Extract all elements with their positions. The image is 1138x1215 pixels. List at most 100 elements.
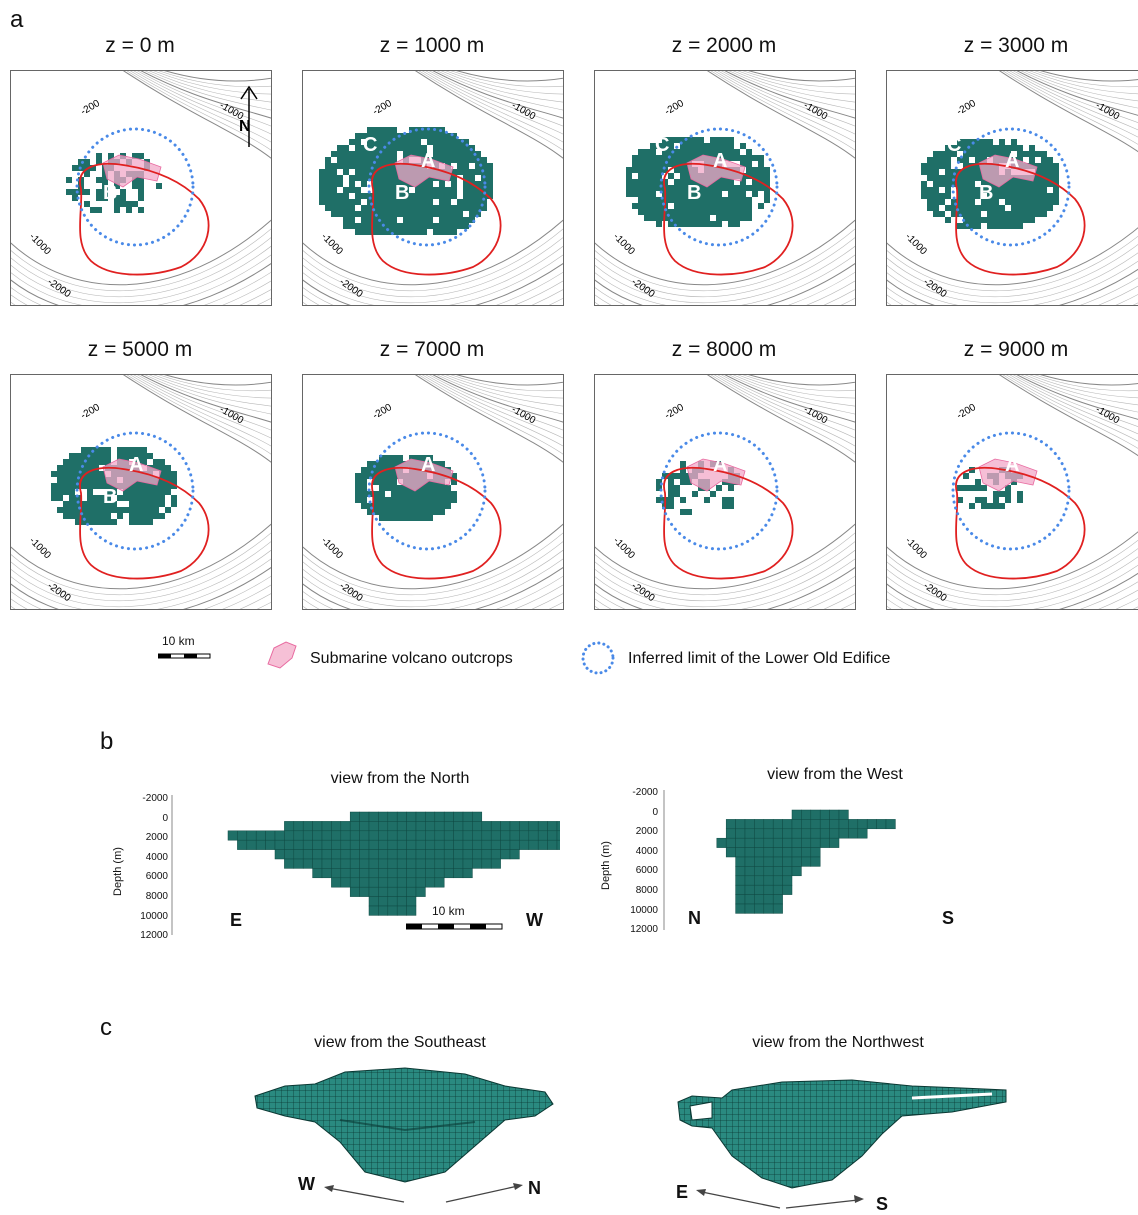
section-cell	[782, 875, 793, 886]
body-cell	[746, 197, 752, 203]
body-cell	[81, 507, 87, 513]
contour-label: -1000	[903, 231, 929, 257]
body-cell	[692, 143, 698, 149]
body-cell	[111, 519, 117, 525]
section-cell	[744, 819, 755, 830]
body-cell	[415, 491, 421, 497]
body-cell	[638, 203, 644, 209]
body-cell	[1029, 181, 1035, 187]
body-cell	[427, 491, 433, 497]
section-cell	[406, 886, 417, 897]
body-cell	[379, 145, 385, 151]
body-cell	[391, 503, 397, 509]
body-cell	[379, 187, 385, 193]
body-cell	[999, 145, 1005, 151]
body-cell	[439, 205, 445, 211]
body-cell	[99, 513, 105, 519]
body-cell	[421, 181, 427, 187]
body-cell	[379, 491, 385, 497]
body-cell	[343, 163, 349, 169]
body-cell	[963, 181, 969, 187]
body-cell	[662, 473, 668, 479]
body-cell	[987, 211, 993, 217]
body-cell	[710, 149, 716, 155]
block-label-c: C	[655, 134, 669, 156]
body-cell	[927, 157, 933, 163]
body-cell	[126, 207, 132, 213]
section-cell	[378, 896, 389, 907]
body-cell	[692, 185, 698, 191]
body-cell	[63, 477, 69, 483]
body-cell	[487, 163, 493, 169]
section-cell	[443, 830, 454, 841]
body-cell	[63, 513, 69, 519]
section-cell	[312, 821, 323, 832]
body-cell	[710, 491, 716, 497]
body-cell	[403, 509, 409, 515]
body-cell	[439, 193, 445, 199]
body-cell	[987, 181, 993, 187]
body-cell	[373, 187, 379, 193]
section-cell	[227, 830, 238, 841]
body-cell	[331, 211, 337, 217]
body-cell	[1011, 199, 1017, 205]
section-cell	[406, 821, 417, 832]
section-cell	[763, 828, 774, 839]
body-cell	[728, 197, 734, 203]
body-cell	[710, 185, 716, 191]
bathymetry-contours	[595, 375, 855, 609]
body-cell	[728, 215, 734, 221]
body-cell	[331, 169, 337, 175]
body-cell	[710, 137, 716, 143]
section-cell	[754, 847, 765, 858]
body-cell	[421, 455, 427, 461]
body-cell	[75, 513, 81, 519]
body-cell	[337, 211, 343, 217]
body-cell	[1017, 211, 1023, 217]
body-cell	[96, 195, 102, 201]
section-cell	[848, 819, 859, 830]
body-cell	[129, 501, 135, 507]
body-cell	[409, 503, 415, 509]
body-cell	[373, 133, 379, 139]
body-cell	[337, 151, 343, 157]
section-cell	[387, 858, 398, 869]
body-cell	[433, 133, 439, 139]
body-cell	[680, 467, 686, 473]
body-cell	[939, 151, 945, 157]
body-cell	[391, 187, 397, 193]
body-cell	[135, 453, 141, 459]
section-cell	[791, 837, 802, 848]
body-cell	[656, 185, 662, 191]
southeast-right-label: N	[528, 1178, 541, 1198]
body-cell	[945, 145, 951, 151]
body-cell	[409, 497, 415, 503]
body-cell	[379, 163, 385, 169]
body-cell	[481, 205, 487, 211]
section-cell	[782, 884, 793, 895]
southeast-3d-model	[254, 1067, 554, 1183]
body-cell	[391, 217, 397, 223]
body-cell	[355, 223, 361, 229]
section-cell	[387, 821, 398, 832]
section-cell	[359, 886, 370, 897]
body-cell	[1011, 181, 1017, 187]
body-cell	[686, 173, 692, 179]
body-cell	[722, 497, 728, 503]
body-cell	[734, 149, 740, 155]
body-cell	[409, 229, 415, 235]
body-cell	[686, 149, 692, 155]
body-cell	[740, 185, 746, 191]
body-cell	[993, 199, 999, 205]
body-cell	[951, 175, 957, 181]
body-cell	[921, 187, 927, 193]
body-cell	[722, 503, 728, 509]
body-cell	[153, 513, 159, 519]
body-cell	[171, 477, 177, 483]
body-cell	[319, 169, 325, 175]
body-cell	[57, 507, 63, 513]
body-cell	[951, 211, 957, 217]
body-cell	[361, 497, 367, 503]
body-cell	[153, 507, 159, 513]
section-cell	[819, 828, 830, 839]
